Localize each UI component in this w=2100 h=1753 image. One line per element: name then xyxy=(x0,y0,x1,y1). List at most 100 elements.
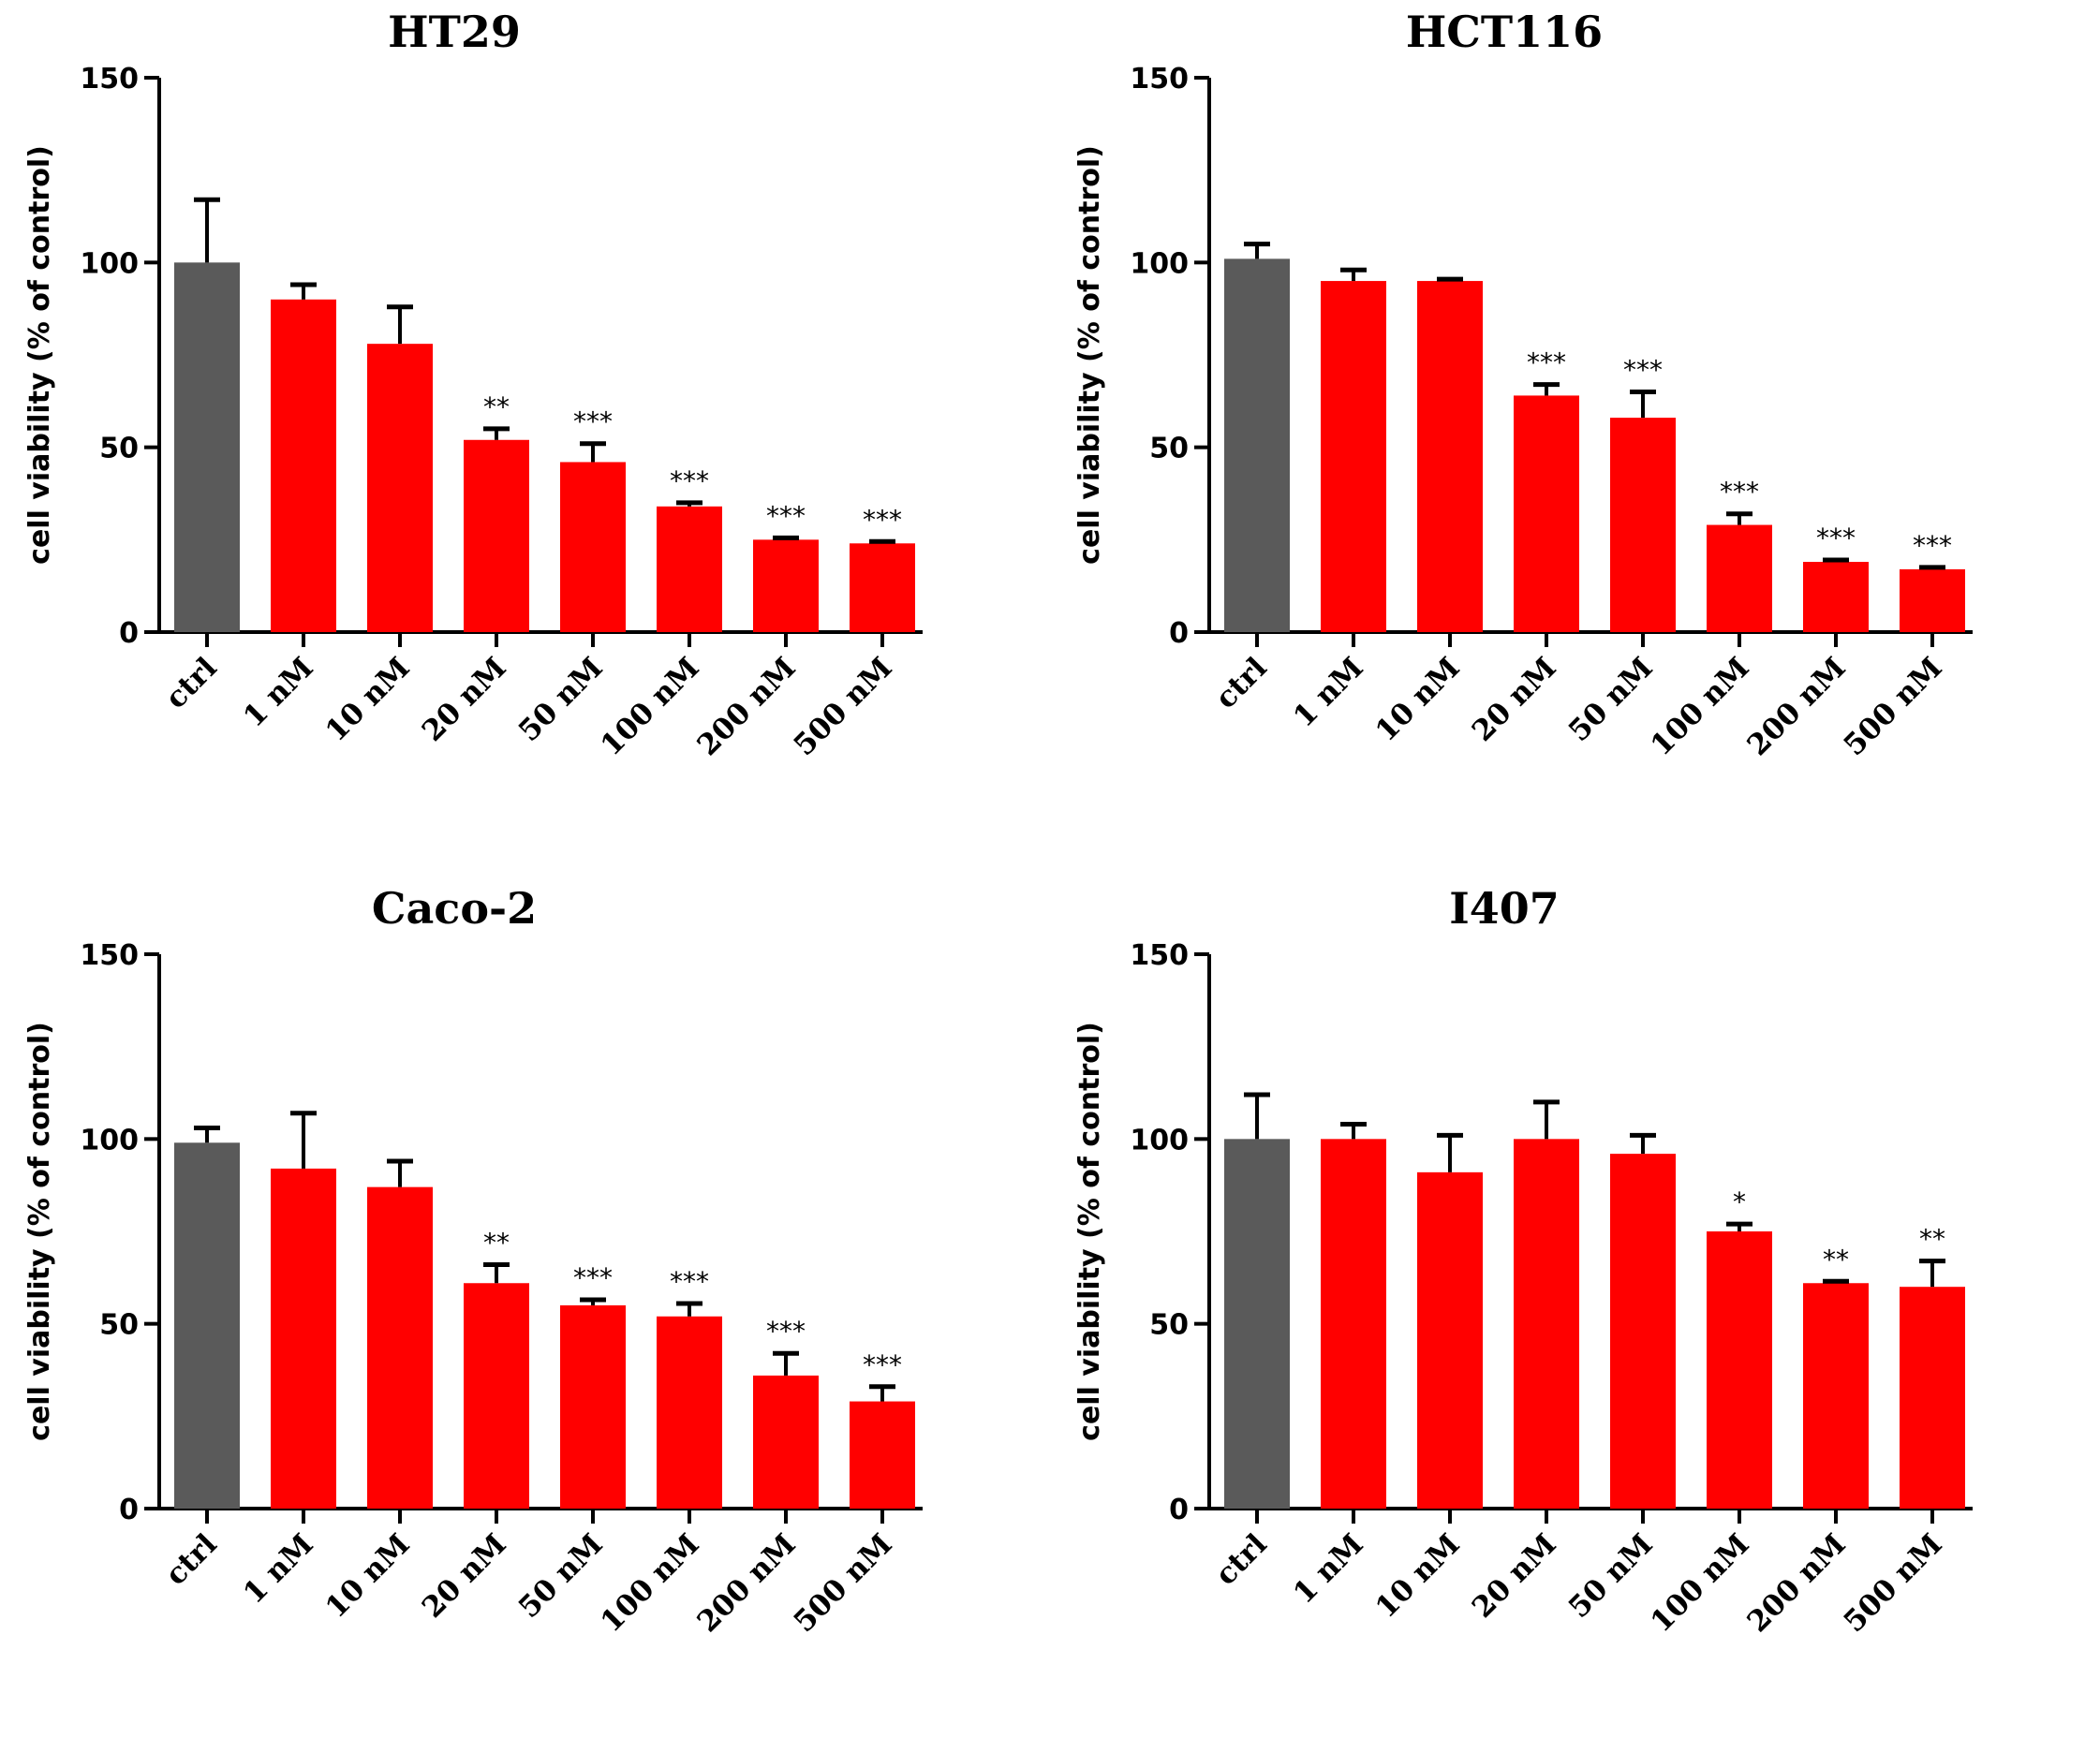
y-axis-label: cell viability (% of control) xyxy=(23,1022,56,1441)
bar-200-nm xyxy=(753,539,819,632)
bar-20-nm xyxy=(464,1283,529,1509)
bar-500-nm xyxy=(1900,1287,1965,1509)
chart-title: HT29 xyxy=(388,7,521,57)
significance-label: *** xyxy=(573,406,613,437)
x-tick-label: 500 nM xyxy=(1838,1527,1949,1639)
y-tick-label: 50 xyxy=(1149,1309,1189,1342)
significance-label: *** xyxy=(766,500,806,531)
bar-ctrl xyxy=(174,262,240,632)
y-axis-label: cell viability (% of control) xyxy=(1073,145,1106,565)
significance-label: *** xyxy=(1816,523,1856,553)
bar-200-nm xyxy=(1803,562,1869,632)
significance-label: *** xyxy=(863,1349,902,1380)
bar-500-nm xyxy=(850,543,915,632)
y-tick-label: 150 xyxy=(1130,63,1189,96)
bar-50-nm xyxy=(560,1304,626,1509)
x-tick-label: 50 nM xyxy=(512,651,610,748)
significance-label: *** xyxy=(1913,530,1952,561)
bar-1-nm xyxy=(271,299,336,632)
bar-500-nm xyxy=(1900,568,1965,632)
y-tick-label: 150 xyxy=(80,939,139,972)
x-tick-label: 50 nM xyxy=(1562,1527,1660,1625)
significance-label: ** xyxy=(1919,1224,1945,1255)
x-tick-label: 500 nM xyxy=(1838,651,1949,762)
bar-500-nm xyxy=(850,1401,915,1509)
bar-20-nm xyxy=(1514,395,1579,632)
significance-label: *** xyxy=(766,1316,806,1347)
significance-label: ** xyxy=(483,1228,510,1259)
x-tick-label: ctrl xyxy=(159,651,224,715)
y-axis-label: cell viability (% of control) xyxy=(1073,1022,1106,1441)
x-tick-label: 1 nM xyxy=(237,1527,320,1611)
significance-label: *** xyxy=(1527,347,1566,378)
significance-label: *** xyxy=(670,465,709,496)
y-tick-label: 50 xyxy=(99,1309,139,1342)
chart-title: I407 xyxy=(1449,883,1560,934)
bar-50-nm xyxy=(1610,418,1676,632)
x-tick-label: 100 nM xyxy=(595,1527,706,1639)
chart-caco-2: Caco-2 cell viability (% of control) 0 50 10… xyxy=(23,883,923,1639)
x-tick-label: 20 nM xyxy=(416,651,513,748)
x-tick-label: ctrl xyxy=(1209,1527,1274,1592)
x-tick-label: 1 nM xyxy=(1287,651,1370,734)
x-tick-label: 100 nM xyxy=(1645,651,1756,762)
chart-ht29: HT29 cell viability (% of control) 0 50 100 1… xyxy=(23,7,923,762)
y-tick-label: 50 xyxy=(1149,433,1189,465)
chart-panel-i407: I407 cell viability (% of control) 0 50 100 1… xyxy=(1050,876,2100,1753)
x-tick-label: ctrl xyxy=(1209,651,1274,715)
bar-ctrl xyxy=(1224,1139,1290,1509)
significance-label: * xyxy=(1733,1186,1746,1217)
chart-panel-ht29: HT29 cell viability (% of control) 0 50 100 1… xyxy=(0,0,1050,876)
bar-1-nm xyxy=(1321,1139,1386,1509)
bar-20-nm xyxy=(1514,1139,1579,1509)
bar-200-nm xyxy=(753,1375,819,1509)
significance-label: ** xyxy=(483,391,510,422)
x-tick-label: 200 nM xyxy=(691,651,803,762)
y-tick-label: 100 xyxy=(1130,1124,1189,1156)
bar-10-nm xyxy=(1417,1171,1483,1509)
bar-ctrl xyxy=(1224,258,1290,632)
bar-10-nm xyxy=(367,1186,433,1509)
y-tick-label: 100 xyxy=(80,247,139,280)
x-tick-label: 500 nM xyxy=(788,1527,899,1639)
y-tick-label: 100 xyxy=(80,1124,139,1156)
bar-ctrl xyxy=(174,1142,240,1509)
bar-1-nm xyxy=(1321,281,1386,632)
bar-50-nm xyxy=(560,462,626,632)
x-tick-label: 100 nM xyxy=(1645,1527,1756,1639)
y-tick-label: 0 xyxy=(119,1494,139,1526)
chart-panel-hct116: HCT116 cell viability (% of control) 0 50 10… xyxy=(1050,0,2100,876)
chart-title: Caco-2 xyxy=(372,883,537,934)
x-tick-label: 500 nM xyxy=(788,651,899,762)
bar-100-nm xyxy=(1707,1231,1772,1509)
bar-10-nm xyxy=(367,344,433,632)
x-tick-label: 200 nM xyxy=(691,1527,803,1639)
y-tick-label: 0 xyxy=(1169,617,1189,650)
bar-10-nm xyxy=(1417,281,1483,632)
x-tick-label: 50 nM xyxy=(512,1527,610,1625)
x-tick-label: 200 nM xyxy=(1741,1527,1853,1639)
x-tick-label: 20 nM xyxy=(1466,1527,1563,1625)
bar-100-nm xyxy=(1707,524,1772,632)
x-tick-label: 20 nM xyxy=(1466,651,1563,748)
bar-100-nm xyxy=(657,506,722,632)
chart-i407: I407 cell viability (% of control) 0 50 100 1… xyxy=(1073,883,1973,1639)
bar-100-nm xyxy=(657,1316,722,1509)
y-tick-label: 50 xyxy=(99,433,139,465)
bar-50-nm xyxy=(1610,1154,1676,1509)
x-tick-label: 200 nM xyxy=(1741,651,1853,762)
y-tick-label: 0 xyxy=(119,617,139,650)
bar-200-nm xyxy=(1803,1283,1869,1509)
significance-label: *** xyxy=(670,1266,709,1297)
significance-label: *** xyxy=(863,504,902,535)
x-tick-label: ctrl xyxy=(159,1527,224,1592)
y-tick-label: 100 xyxy=(1130,247,1189,280)
significance-label: *** xyxy=(573,1262,613,1293)
chart-panel-caco2: Caco-2 cell viability (% of control) 0 50 10… xyxy=(0,876,1050,1753)
significance-label: *** xyxy=(1720,477,1759,508)
y-tick-label: 150 xyxy=(1130,939,1189,972)
x-tick-label: 10 nM xyxy=(319,1527,417,1625)
bar-20-nm xyxy=(464,439,529,632)
chart-hct116: HCT116 cell viability (% of control) 0 50 10… xyxy=(1073,7,1973,762)
significance-label: *** xyxy=(1623,354,1663,385)
